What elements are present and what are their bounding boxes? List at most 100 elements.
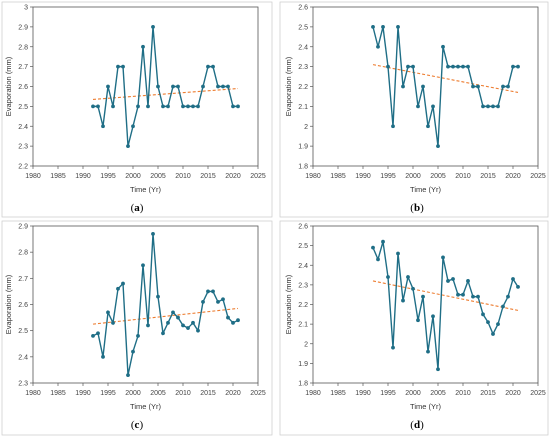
data-point [201,299,205,304]
x-tick-label: 2000 [125,390,141,397]
x-tick-label: 1990 [75,173,91,180]
data-point [126,144,130,149]
data-point [211,64,215,69]
x-tick-label: 1980 [25,390,41,397]
data-point [231,320,235,325]
panel-frame [1,220,273,436]
data-point [101,354,105,359]
data-point [431,104,435,109]
panel-frame [1,1,273,218]
data-point [506,294,510,299]
y-axis-label: Evaporation (mm) [284,274,293,334]
data-point [491,332,495,336]
y-tick-label: 2.7 [18,64,28,71]
y-tick-label: 2.6 [298,224,308,231]
x-axis-label: Time (Yr) [130,402,161,411]
data-point [136,334,140,338]
x-tick-label: 2015 [480,390,496,397]
data-point [501,84,505,89]
x-tick-label: 1990 [355,390,371,397]
series-line [92,233,239,376]
series-line [372,26,518,147]
data-point [191,104,195,109]
x-tick-label: 2005 [430,173,446,180]
data-point [436,144,440,149]
data-point [486,104,490,109]
data-point [426,124,430,129]
data-point [176,84,180,89]
y-tick-label: 2.8 [18,250,28,257]
y-tick-label: 2.5 [298,243,308,250]
y-tick-label: 2.3 [18,144,28,151]
data-point [481,104,485,109]
data-point [381,239,385,244]
data-point [201,84,205,89]
x-tick-label: 2015 [200,173,216,180]
data-point [456,292,460,297]
x-tick-label: 2010 [455,390,471,397]
data-point [401,298,405,303]
chart-panel-c: 1980 1985 1990 1995 2000 2005 2010 2015 2020 2025… [1,220,273,436]
data-point [91,104,95,109]
y-tick-label: 2.4 [18,124,28,131]
x-tick-label: 2020 [505,173,521,180]
x-tick-label: 2005 [150,390,166,397]
x-tick-label: 2015 [480,173,496,180]
y-tick-label: 2.4 [298,263,308,270]
y-tick-label: 2.5 [18,104,28,111]
panel-label: (c) [131,419,144,431]
x-tick-label: 2010 [175,390,191,397]
panel-frame [279,1,549,218]
x-tick-label: 1995 [100,390,116,397]
data-point [496,104,500,109]
x-tick-label: 2005 [150,173,166,180]
data-point [481,312,485,317]
x-tick-label: 2020 [505,390,521,397]
x-tick-label: 2005 [430,390,446,397]
y-tick-label: 2.4 [298,44,308,51]
x-axis-label: Time (Yr) [410,402,441,411]
y-tick-label: 2.2 [18,164,28,171]
data-point [186,104,190,109]
x-tick-label: 1980 [305,390,321,397]
x-tick-label: 1985 [330,390,346,397]
data-point [471,294,475,299]
x-tick-label: 1985 [50,390,66,397]
data-point [136,104,140,109]
data-point [476,294,480,299]
data-point [161,104,165,109]
data-point [226,84,230,89]
x-tick-label: 1985 [50,173,66,180]
data-point [131,349,135,354]
y-tick-label: 2.2 [298,302,308,309]
x-tick-label: 2020 [225,173,241,180]
data-point [471,84,475,89]
data-point [181,323,185,328]
y-tick-label: 2 [304,124,308,131]
y-tick-label: 2 [304,341,308,348]
data-point [426,349,430,354]
data-point [406,275,410,279]
data-point [146,104,150,109]
data-point [176,315,180,320]
y-tick-label: 3 [24,5,28,12]
data-point [151,231,155,236]
data-point [441,255,445,260]
data-point [146,323,150,328]
data-point [446,64,450,69]
data-point [191,320,195,325]
data-point [446,279,450,283]
data-point [516,284,520,289]
trend-line [92,87,239,100]
data-point [456,64,460,69]
data-point [411,64,415,69]
x-tick-label: 2015 [200,390,216,397]
data-point [396,251,400,256]
data-point [431,314,435,319]
y-tick-label: 2.6 [18,302,28,309]
data-point [466,64,470,69]
chart-panel-b: 1980 1985 1990 1995 2000 2005 2010 2015 2020 2025… [279,1,549,218]
data-point [181,104,185,109]
data-point [221,84,225,89]
